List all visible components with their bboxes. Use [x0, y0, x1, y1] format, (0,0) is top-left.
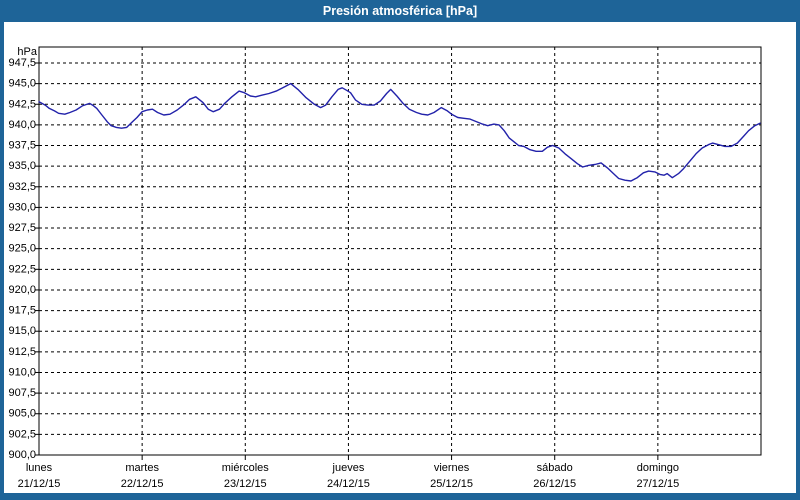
y-tick-label: 922,5 [8, 263, 36, 275]
y-tick-label: 940,0 [8, 119, 36, 131]
y-tick-label: 947,5 [8, 57, 36, 69]
y-tick-label: 927,5 [8, 222, 36, 234]
day-date-label: 27/12/15 [636, 478, 679, 490]
y-tick-label: 932,5 [8, 181, 36, 193]
y-tick-label: 937,5 [8, 140, 36, 152]
day-name-label: jueves [332, 462, 365, 474]
day-date-label: 24/12/15 [327, 478, 370, 490]
day-name-label: lunes [26, 462, 53, 474]
y-tick-label: 910,0 [8, 366, 36, 378]
day-name-label: sábado [537, 462, 573, 474]
window-titlebar: Presión atmosférica [hPa] [0, 0, 800, 22]
y-tick-label: 900,0 [8, 449, 36, 461]
y-tick-label: 935,0 [8, 160, 36, 172]
y-tick-label: 920,0 [8, 284, 36, 296]
window-title: Presión atmosférica [hPa] [322, 4, 478, 18]
day-date-label: 23/12/15 [224, 478, 267, 490]
day-date-label: 21/12/15 [18, 478, 61, 490]
y-tick-label: 942,5 [8, 98, 36, 110]
y-tick-label: 930,0 [8, 201, 36, 213]
y-tick-label: 905,0 [8, 408, 36, 420]
y-tick-label: 917,5 [8, 305, 36, 317]
day-name-label: martes [125, 462, 159, 474]
y-axis-unit-label: hPa [17, 46, 37, 58]
day-date-label: 26/12/15 [533, 478, 576, 490]
y-tick-label: 907,5 [8, 387, 36, 399]
y-tick-label: 945,0 [8, 78, 36, 90]
y-tick-label: 902,5 [8, 428, 36, 440]
pressure-series-line [38, 82, 761, 182]
y-tick-label: 912,5 [8, 346, 36, 358]
day-name-label: viernes [434, 462, 470, 474]
day-date-label: 22/12/15 [121, 478, 164, 490]
day-name-label: domingo [637, 462, 679, 474]
plot-frame [38, 46, 762, 456]
day-date-label: 25/12/15 [430, 478, 473, 490]
y-tick-label: 925,0 [8, 243, 36, 255]
y-tick-label: 915,0 [8, 325, 36, 337]
day-name-label: miércoles [222, 462, 270, 474]
